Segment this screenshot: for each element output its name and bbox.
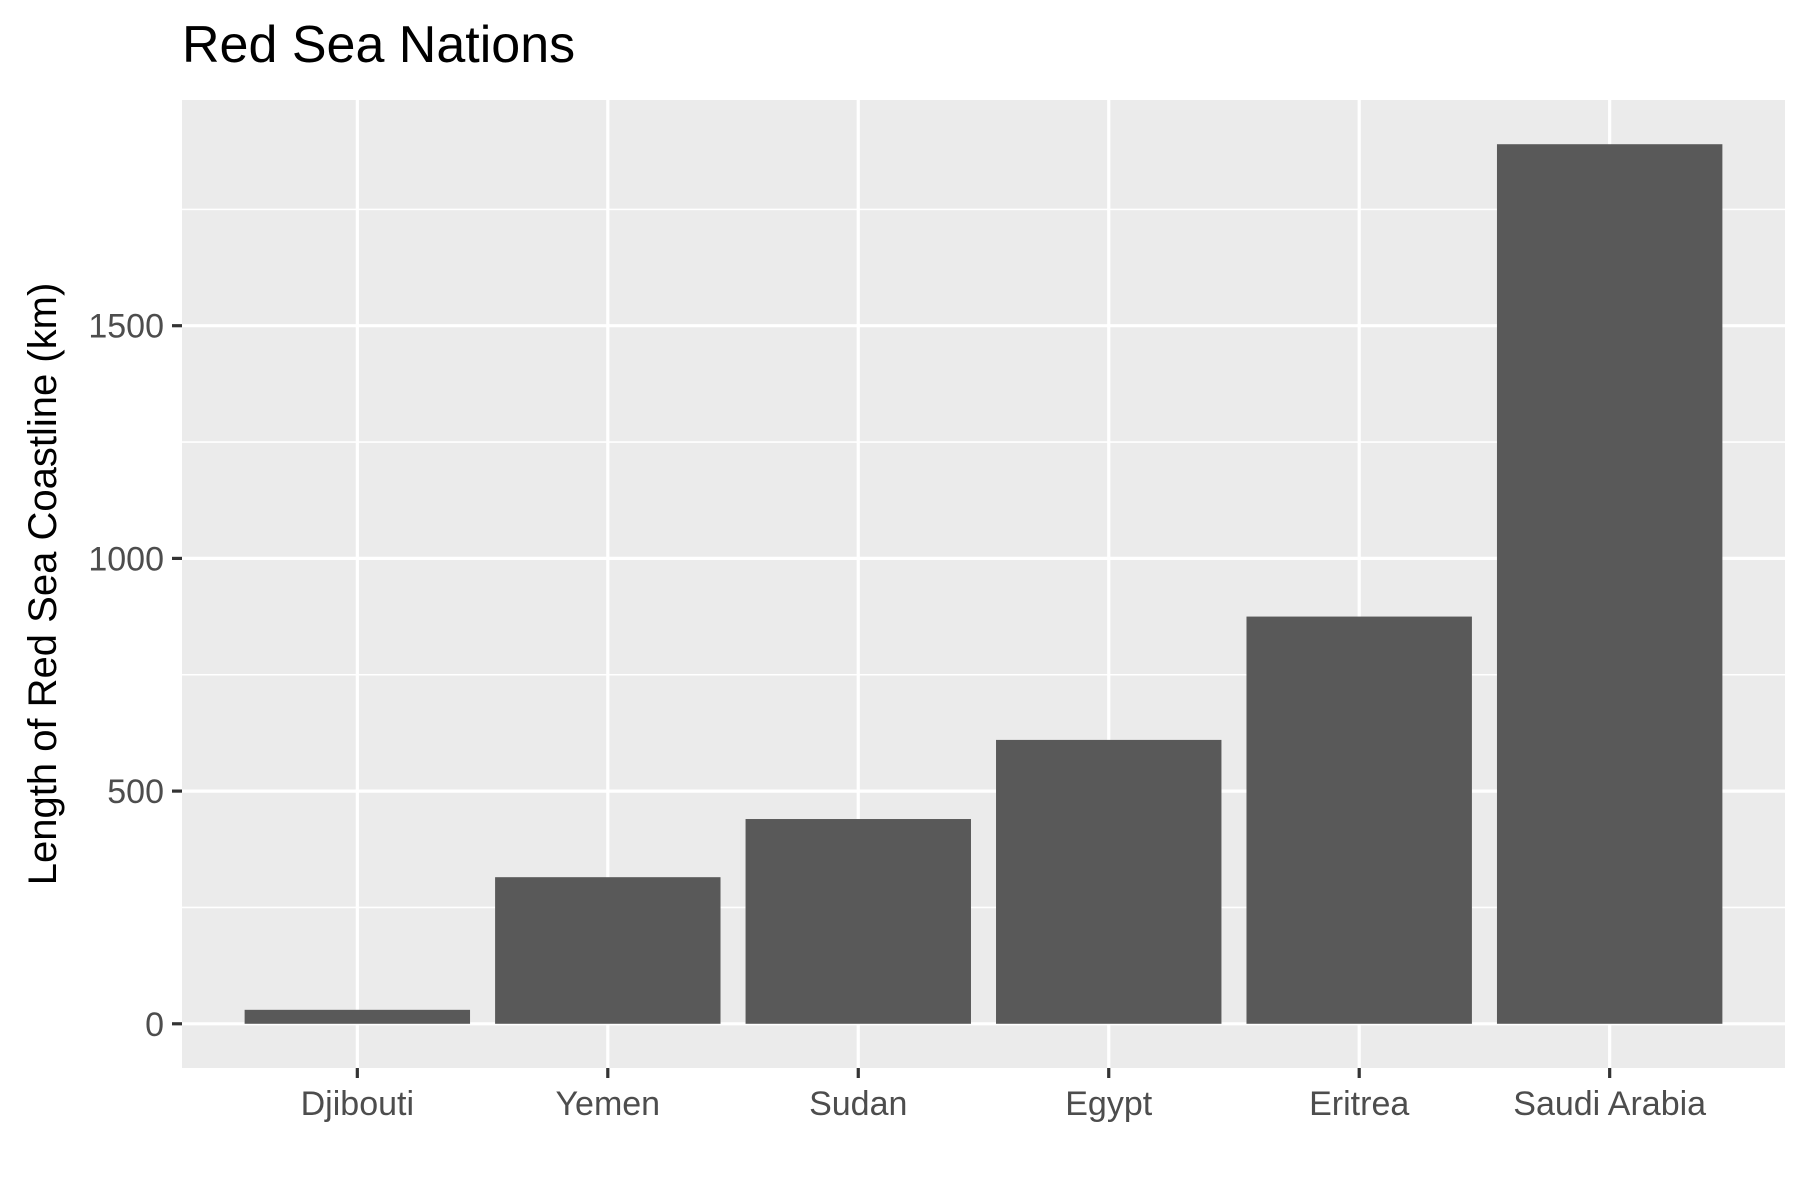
chart-title: Red Sea Nations xyxy=(182,16,575,74)
bar-saudi-arabia xyxy=(1496,144,1723,1024)
x-tick-label: Sudan xyxy=(809,1085,907,1123)
x-tick-label: Eritrea xyxy=(1309,1085,1409,1123)
bar-yemen xyxy=(495,877,721,1024)
y-tick-label: 0 xyxy=(145,1006,164,1044)
y-tick-label: 500 xyxy=(107,773,164,811)
y-tick-label: 1500 xyxy=(88,308,164,346)
bar-eritrea xyxy=(1246,616,1472,1024)
x-tick-label: Djibouti xyxy=(301,1085,414,1123)
y-axis-title: Length of Red Sea Coastline (km) xyxy=(21,283,65,886)
x-tick-label: Egypt xyxy=(1065,1085,1152,1123)
bars xyxy=(244,144,1723,1024)
bar-sudan xyxy=(745,819,971,1024)
x-tick-label: Yemen xyxy=(555,1085,660,1123)
y-axis: 0 500 1000 1500 xyxy=(88,308,182,1044)
y-tick-label: 1000 xyxy=(88,540,164,578)
x-axis: Djibouti Yemen Sudan Egypt Eritrea Saudi Arab… xyxy=(301,1068,1706,1123)
x-tick-label: Saudi Arabia xyxy=(1513,1085,1706,1123)
bar-djibouti xyxy=(244,1009,471,1024)
bar-egypt xyxy=(996,739,1222,1024)
